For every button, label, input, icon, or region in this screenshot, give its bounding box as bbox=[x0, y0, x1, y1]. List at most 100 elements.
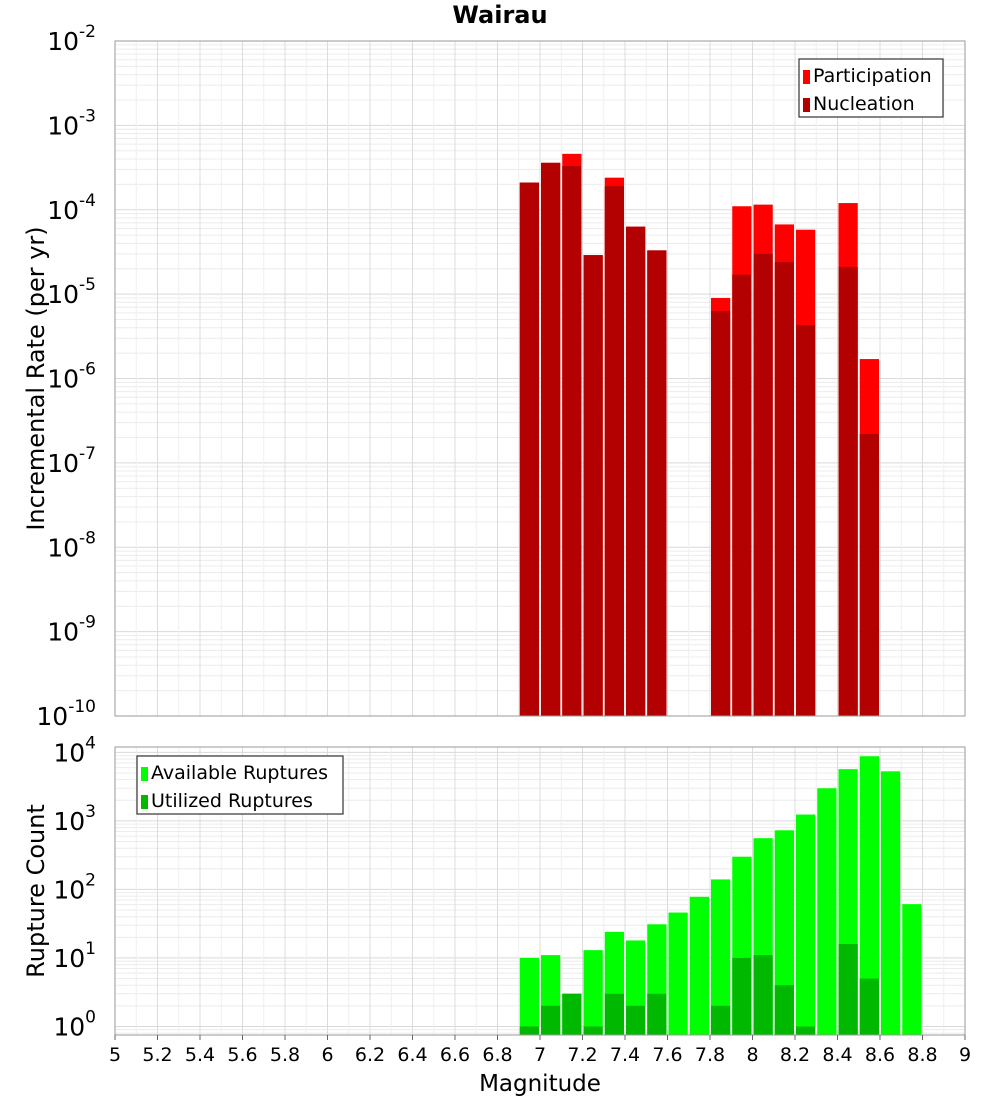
legend-label: Nucleation bbox=[813, 93, 915, 115]
y-tick-label: 101 bbox=[53, 939, 96, 973]
bar bbox=[562, 166, 582, 717]
bar bbox=[519, 1026, 539, 1035]
x-tick-label: 8.8 bbox=[907, 1044, 937, 1066]
x-tick-label: 5.4 bbox=[185, 1044, 215, 1066]
bar bbox=[583, 255, 603, 716]
bar bbox=[796, 814, 816, 1035]
bar bbox=[583, 1026, 603, 1035]
tick-base: 10 bbox=[36, 702, 68, 731]
bar bbox=[711, 311, 731, 716]
x-tick-label: 6 bbox=[321, 1044, 333, 1066]
bar bbox=[732, 957, 752, 1035]
x-tick-label: 7.8 bbox=[695, 1044, 725, 1066]
legend-swatch bbox=[803, 70, 810, 84]
x-tick-label: 8.4 bbox=[822, 1044, 852, 1066]
y-tick-label: 10-5 bbox=[47, 275, 96, 309]
y-tick-label: 10-6 bbox=[47, 360, 96, 394]
x-tick-label: 7 bbox=[534, 1044, 546, 1066]
bar bbox=[774, 262, 794, 716]
tick-base: 10 bbox=[47, 533, 79, 562]
bar bbox=[541, 1005, 561, 1035]
bar bbox=[711, 1005, 731, 1035]
bar bbox=[519, 182, 539, 716]
tick-base: 10 bbox=[47, 618, 79, 647]
y-tick-label: 10-8 bbox=[47, 528, 96, 562]
grid-lines bbox=[114, 747, 966, 1035]
tick-base: 10 bbox=[47, 111, 79, 140]
bar bbox=[604, 186, 624, 716]
y-axis-label: Rupture Count bbox=[22, 804, 50, 978]
tick-base: 10 bbox=[47, 449, 79, 478]
tick-base: 10 bbox=[47, 196, 79, 225]
y-tick-label: 103 bbox=[53, 802, 96, 836]
tick-exponent: -10 bbox=[68, 697, 96, 717]
legend-swatch bbox=[803, 98, 810, 112]
y-tick-label: 10-9 bbox=[47, 613, 96, 647]
tick-exponent: -8 bbox=[79, 528, 96, 548]
legend-swatch bbox=[141, 795, 148, 809]
bar bbox=[711, 879, 731, 1035]
series-nucleation bbox=[519, 162, 879, 717]
rate-panel: 10-1010-910-810-710-610-510-410-310-2Inc… bbox=[22, 22, 966, 731]
bar bbox=[774, 985, 794, 1035]
tick-exponent: -3 bbox=[79, 106, 96, 126]
y-tick-label: 10-3 bbox=[47, 106, 96, 140]
legend-label: Available Ruptures bbox=[151, 762, 328, 784]
bar bbox=[859, 978, 879, 1035]
x-tick-label: 6.6 bbox=[440, 1044, 470, 1066]
x-tick-label: 9 bbox=[959, 1044, 971, 1066]
tick-base: 10 bbox=[47, 280, 79, 309]
tick-base: 10 bbox=[53, 807, 85, 836]
tick-exponent: -7 bbox=[79, 444, 96, 464]
plot-frame bbox=[114, 40, 966, 717]
legend: Participation Nucleation bbox=[798, 58, 944, 118]
bar bbox=[519, 957, 539, 1035]
bar bbox=[604, 993, 624, 1035]
tick-base: 10 bbox=[53, 1012, 85, 1041]
tick-exponent: 4 bbox=[85, 733, 96, 753]
x-tick-label: 5 bbox=[109, 1044, 121, 1066]
x-tick-label: 6.2 bbox=[355, 1044, 385, 1066]
tick-base: 10 bbox=[47, 365, 79, 394]
tick-base: 10 bbox=[53, 738, 85, 767]
bar bbox=[626, 226, 646, 716]
bar bbox=[647, 250, 667, 717]
tick-exponent: -5 bbox=[79, 275, 96, 295]
bar bbox=[838, 266, 858, 716]
tick-exponent: 1 bbox=[85, 939, 96, 959]
bar bbox=[881, 771, 901, 1035]
bar bbox=[753, 955, 773, 1035]
bar bbox=[647, 993, 667, 1035]
tick-exponent: 0 bbox=[85, 1007, 96, 1027]
bar bbox=[732, 274, 752, 716]
bar bbox=[774, 830, 794, 1035]
y-tick-label: 102 bbox=[53, 870, 96, 904]
legend: Available Ruptures Utilized Ruptures bbox=[136, 755, 344, 815]
bar bbox=[583, 950, 603, 1035]
x-tick-label: 6.4 bbox=[397, 1044, 427, 1066]
x-tick-label: 5.6 bbox=[227, 1044, 257, 1066]
x-tick-label: 5.8 bbox=[270, 1044, 300, 1066]
bars bbox=[519, 756, 922, 1035]
y-tick-label: 10-4 bbox=[47, 191, 96, 225]
bar bbox=[753, 253, 773, 716]
x-tick-label: 7.6 bbox=[652, 1044, 682, 1066]
legend-box bbox=[136, 755, 344, 815]
legend-box bbox=[798, 58, 944, 118]
bar bbox=[689, 896, 709, 1035]
tick-exponent: -2 bbox=[79, 22, 96, 42]
tick-exponent: 3 bbox=[85, 802, 96, 822]
bar bbox=[668, 912, 688, 1035]
x-tick-labels: 5 5.2 5.4 5.6 5.8 6 6.2 6.4 6.6 6.8 7 7.2 7.4 7.6 7.8 8… bbox=[109, 1035, 971, 1066]
x-tick-label: 8.2 bbox=[780, 1044, 810, 1066]
y-tick-label: 10-2 bbox=[47, 22, 96, 56]
y-tick-label: 10-7 bbox=[47, 444, 96, 478]
tick-exponent: -9 bbox=[79, 613, 96, 633]
x-tick-label: 8.6 bbox=[865, 1044, 895, 1066]
bar bbox=[859, 756, 879, 1035]
x-tick-label: 5.2 bbox=[142, 1044, 172, 1066]
x-tick-label: 8 bbox=[746, 1044, 758, 1066]
